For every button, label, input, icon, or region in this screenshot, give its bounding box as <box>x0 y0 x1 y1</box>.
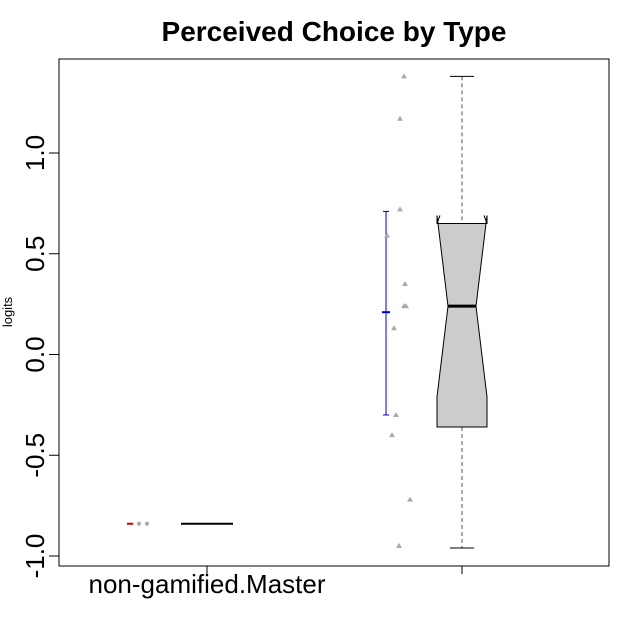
data-point <box>389 432 395 438</box>
y-tick-label: 1.0 <box>20 135 50 171</box>
y-tick-label: -0.5 <box>20 433 50 478</box>
plot-frame <box>58 58 610 567</box>
notched-box <box>436 215 488 428</box>
x-axis: non-gamified.Master <box>89 566 463 599</box>
data-point <box>145 521 149 526</box>
data-point <box>407 496 413 502</box>
y-tick-label: -1.0 <box>20 534 50 579</box>
data-point <box>396 542 402 548</box>
data-point <box>384 232 390 238</box>
data-point <box>397 115 403 121</box>
y-tick-label: 0.0 <box>20 336 50 372</box>
notch-ear-right <box>483 215 488 224</box>
x-tick-label: non-gamified.Master <box>89 569 326 599</box>
data-point <box>402 280 408 286</box>
y-tick-label: 0.5 <box>20 236 50 272</box>
notch-ear-left <box>436 215 441 224</box>
chart-title: Perceived Choice by Type <box>162 16 507 47</box>
plot-marks <box>127 73 488 549</box>
data-point <box>393 411 399 417</box>
data-point <box>391 325 397 331</box>
y-axis-label: logits <box>0 296 15 327</box>
data-point <box>401 73 407 79</box>
data-point <box>403 303 409 309</box>
y-axis: -1.0 -0.5 0.0 0.5 1.0 <box>20 135 60 579</box>
data-point <box>397 206 403 212</box>
data-point <box>137 521 141 526</box>
